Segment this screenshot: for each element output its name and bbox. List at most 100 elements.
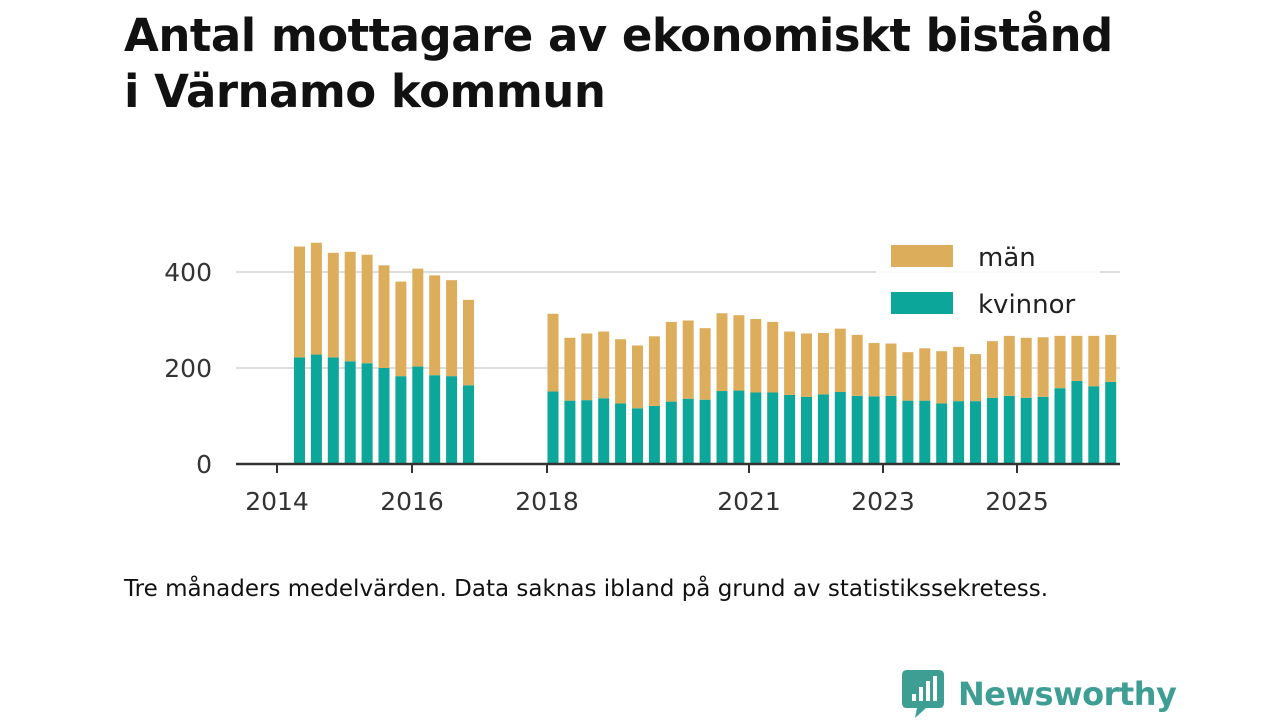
bar-man-47	[1088, 334, 1100, 387]
bar-kvinnor-45	[1054, 388, 1066, 464]
bar-kvinnor-5	[378, 368, 390, 464]
chart-title-line-2: i Värnamo kommun	[124, 65, 606, 118]
bar-man-7	[412, 268, 424, 367]
y-tick-label-200: 200	[164, 354, 212, 383]
bar-man-32	[834, 328, 846, 392]
bar-man-41	[986, 341, 998, 398]
bar-kvinnor-2	[327, 357, 339, 464]
bar-kvinnor-48	[1105, 381, 1117, 464]
bar-man-21	[648, 336, 660, 406]
bar-man-23	[682, 320, 694, 399]
bar-kvinnor-29	[784, 394, 796, 464]
bar-kvinnor-35	[885, 395, 897, 464]
bar-kvinnor-10	[463, 385, 474, 464]
bar-kvinnor-19	[615, 403, 627, 464]
bar-man-36	[902, 352, 914, 401]
x-tick-label-2023: 2023	[851, 487, 915, 516]
bar-kvinnor-1	[310, 354, 322, 464]
bar-man-25	[716, 313, 728, 392]
bar-kvinnor-44	[1037, 396, 1049, 464]
bar-man-5	[378, 265, 390, 368]
bar-kvinnor-31	[817, 394, 829, 464]
bar-kvinnor-17	[581, 400, 593, 464]
bar-man-4	[361, 254, 373, 364]
bar-man-0	[294, 246, 305, 358]
bar-man-8	[429, 275, 441, 376]
bar-man-27	[750, 319, 762, 393]
bar-man-2	[327, 252, 339, 358]
chart-title-line-1: Antal mottagare av ekonomiskt bistånd	[124, 9, 1113, 62]
bar-man-16	[564, 337, 576, 401]
bar-kvinnor-47	[1088, 386, 1100, 464]
bar-man-38	[936, 351, 948, 404]
bar-man-29	[784, 331, 796, 395]
bar-man-18	[598, 331, 610, 399]
x-tick-label-2018: 2018	[515, 487, 579, 516]
bar-man-26	[733, 315, 745, 391]
bar-man-30	[801, 333, 812, 397]
bar-man-10	[463, 299, 474, 386]
x-tick-label-2025: 2025	[985, 487, 1049, 516]
legend-swatch-man	[891, 245, 953, 267]
bar-kvinnor-22	[665, 401, 677, 464]
bar-kvinnor-36	[902, 400, 914, 464]
bar-kvinnor-18	[598, 398, 610, 464]
bar-kvinnor-3	[344, 361, 356, 464]
chart-title: Antal mottagare av ekonomiskt bistånd i …	[124, 8, 1224, 120]
x-tick-label-2016: 2016	[380, 487, 444, 516]
bar-kvinnor-6	[395, 376, 407, 464]
bar-man-31	[817, 332, 829, 395]
legend-label-man: män	[978, 243, 1036, 273]
bar-kvinnor-39	[953, 401, 965, 464]
bar-man-39	[953, 346, 965, 402]
legend-label-kvinnor: kvinnor	[978, 290, 1076, 320]
y-tick-label-0: 0	[196, 450, 212, 479]
bar-kvinnor-23	[682, 398, 694, 464]
bar-man-45	[1054, 334, 1066, 389]
bar-kvinnor-30	[801, 396, 812, 464]
bar-kvinnor-4	[361, 363, 373, 464]
bar-man-40	[970, 354, 981, 402]
bar-kvinnor-28	[767, 392, 779, 464]
bar-man-3	[344, 251, 356, 362]
bar-man-1	[310, 242, 322, 355]
x-tick-label-2021: 2021	[717, 487, 781, 516]
y-tick-label-400: 400	[164, 258, 212, 287]
bar-kvinnor-46	[1071, 380, 1083, 464]
bar-kvinnor-34	[868, 396, 880, 464]
bar-kvinnor-38	[936, 403, 948, 464]
bar-kvinnor-32	[834, 392, 846, 464]
bar-kvinnor-8	[429, 375, 441, 464]
bar-kvinnor-40	[970, 401, 981, 464]
bar-kvinnor-0	[294, 357, 305, 464]
stacked-bar-chart: 0 200 400 män kvinnor 2014 2016 2018 2021 2023 202…	[164, 242, 1120, 516]
bar-man-48	[1105, 334, 1117, 382]
newsworthy-chat-bars-icon	[902, 670, 944, 718]
bar-kvinnor-25	[716, 391, 728, 464]
bar-kvinnor-43	[1020, 397, 1032, 464]
bar-man-22	[665, 321, 677, 402]
newsworthy-logo: Newsworthy	[902, 670, 1177, 718]
bar-man-33	[851, 334, 863, 396]
bar-kvinnor-41	[986, 397, 998, 464]
bar-man-35	[885, 343, 897, 396]
bar-man-46	[1071, 334, 1083, 381]
legend-swatch-kvinnor	[891, 292, 953, 314]
bar-man-43	[1020, 337, 1032, 398]
bar-kvinnor-15	[547, 391, 559, 464]
bar-man-44	[1037, 337, 1049, 397]
bar-man-34	[868, 343, 880, 397]
bar-kvinnor-21	[648, 405, 660, 464]
bar-man-37	[919, 348, 931, 401]
chart-caption: Tre månaders medelvärden. Data saknas ib…	[124, 576, 1049, 602]
bar-kvinnor-20	[632, 408, 643, 464]
bar-man-42	[1003, 334, 1015, 396]
bar-man-15	[547, 313, 559, 392]
bar-man-28	[767, 321, 779, 393]
x-tick-label-2014: 2014	[245, 487, 309, 516]
bar-kvinnor-7	[412, 366, 424, 464]
bar-kvinnor-42	[1003, 395, 1015, 464]
logo-text: Newsworthy	[958, 675, 1177, 713]
bar-kvinnor-37	[919, 400, 931, 464]
bar-kvinnor-33	[851, 395, 863, 464]
